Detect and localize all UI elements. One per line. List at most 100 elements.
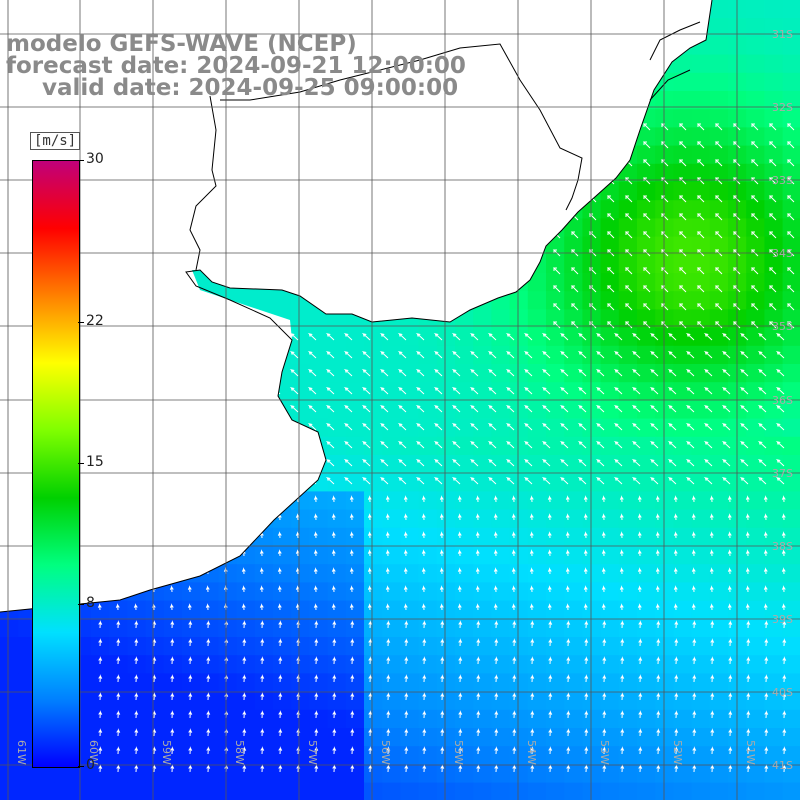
field-cell: [546, 455, 565, 474]
wind-arrow: [588, 159, 597, 167]
field-cell: [273, 655, 292, 674]
wind-arrow: [260, 674, 265, 683]
wind-arrow: [97, 531, 102, 539]
wind-arrow: [278, 674, 283, 683]
wind-arrow: [674, 620, 679, 629]
wind-arrow: [757, 333, 767, 341]
wind-arrow: [217, 477, 227, 485]
wind-arrow: [307, 405, 317, 413]
field-cell: [600, 309, 620, 329]
wind-arrow: [469, 423, 479, 431]
wind-arrow: [606, 213, 615, 221]
wind-arrow: [709, 513, 714, 521]
wind-arrow: [278, 638, 283, 647]
field-cell: [291, 655, 310, 674]
field-cell: [655, 218, 674, 238]
field-cell: [746, 254, 765, 274]
wind-arrow: [385, 567, 390, 575]
field-cell: [600, 564, 620, 583]
wind-arrow: [727, 531, 732, 539]
wind-arrow: [529, 513, 534, 521]
wind-arrow: [91, 405, 101, 413]
wind-arrow: [433, 459, 443, 467]
wind-arrow: [559, 405, 569, 413]
wind-arrow: [685, 477, 695, 485]
field-cell: [400, 509, 420, 529]
wind-arrow: [709, 531, 714, 539]
wind-arrow: [187, 531, 192, 539]
field-cell: [364, 327, 383, 347]
wind-arrow: [361, 423, 371, 431]
wind-arrow: [746, 656, 751, 665]
wind-arrow: [566, 710, 571, 719]
field-cell: [218, 600, 238, 620]
wind-arrow: [570, 285, 579, 293]
wind-arrow: [745, 567, 750, 575]
field-cell: [527, 618, 547, 638]
field-cell: [345, 491, 365, 511]
field-cell: [309, 491, 329, 511]
wind-arrow: [242, 620, 247, 629]
field-cell: [582, 600, 602, 620]
field-cell: [746, 0, 765, 19]
field-cell: [582, 345, 602, 365]
wind-arrow: [494, 746, 499, 755]
field-cell: [345, 582, 365, 602]
wind-arrow: [397, 351, 407, 359]
wind-arrow: [277, 585, 282, 593]
wind-arrow: [566, 764, 571, 773]
field-cell: [200, 746, 219, 765]
field-cell: [673, 309, 693, 329]
wind-arrow: [638, 764, 643, 773]
wind-arrow: [415, 405, 425, 413]
wind-arrow: [115, 513, 120, 521]
field-cell: [418, 382, 438, 401]
wind-arrow: [133, 513, 138, 521]
wind-arrow: [750, 249, 759, 257]
wind-arrow: [786, 285, 795, 293]
field-cell: [254, 764, 274, 784]
field-cell: [218, 764, 238, 784]
wind-arrow: [584, 656, 589, 665]
wind-arrow: [530, 674, 535, 683]
field-cell: [673, 382, 693, 401]
wind-arrow: [217, 387, 227, 395]
field-cell: [418, 400, 438, 420]
wind-arrow: [422, 620, 427, 629]
wind-arrow: [289, 387, 299, 395]
wind-arrow: [188, 728, 193, 737]
field-cell: [182, 673, 201, 693]
wind-arrow: [732, 213, 741, 221]
field-cell: [236, 728, 256, 747]
wind-arrow: [253, 369, 263, 377]
wind-arrow: [98, 692, 103, 701]
wind-arrow: [768, 141, 777, 149]
wind-arrow: [368, 620, 373, 629]
field-cell: [764, 218, 784, 238]
field-cell: [764, 327, 784, 347]
wind-arrow: [745, 585, 750, 593]
field-cell: [200, 655, 219, 674]
wind-arrow: [595, 477, 605, 485]
field-cell: [655, 200, 674, 219]
wind-arrow: [552, 213, 561, 221]
field-cell: [673, 345, 693, 365]
field-cell: [546, 637, 565, 656]
wind-arrow: [631, 459, 641, 467]
field-cell: [673, 491, 693, 511]
field-cell: [637, 564, 656, 583]
wind-arrow: [314, 710, 319, 719]
colorbar-tick-label: 22: [86, 312, 104, 329]
field-cell: [582, 655, 602, 674]
field-cell: [418, 473, 438, 492]
field-cell: [582, 291, 602, 310]
wind-arrow: [638, 710, 643, 719]
wind-arrow: [278, 746, 283, 755]
wind-arrow: [710, 656, 715, 665]
field-cell: [236, 564, 256, 583]
field-cell: [473, 364, 492, 383]
field-cell: [400, 709, 420, 729]
field-cell: [709, 382, 729, 401]
wind-arrow: [541, 459, 551, 467]
coastline: [0, 0, 713, 613]
